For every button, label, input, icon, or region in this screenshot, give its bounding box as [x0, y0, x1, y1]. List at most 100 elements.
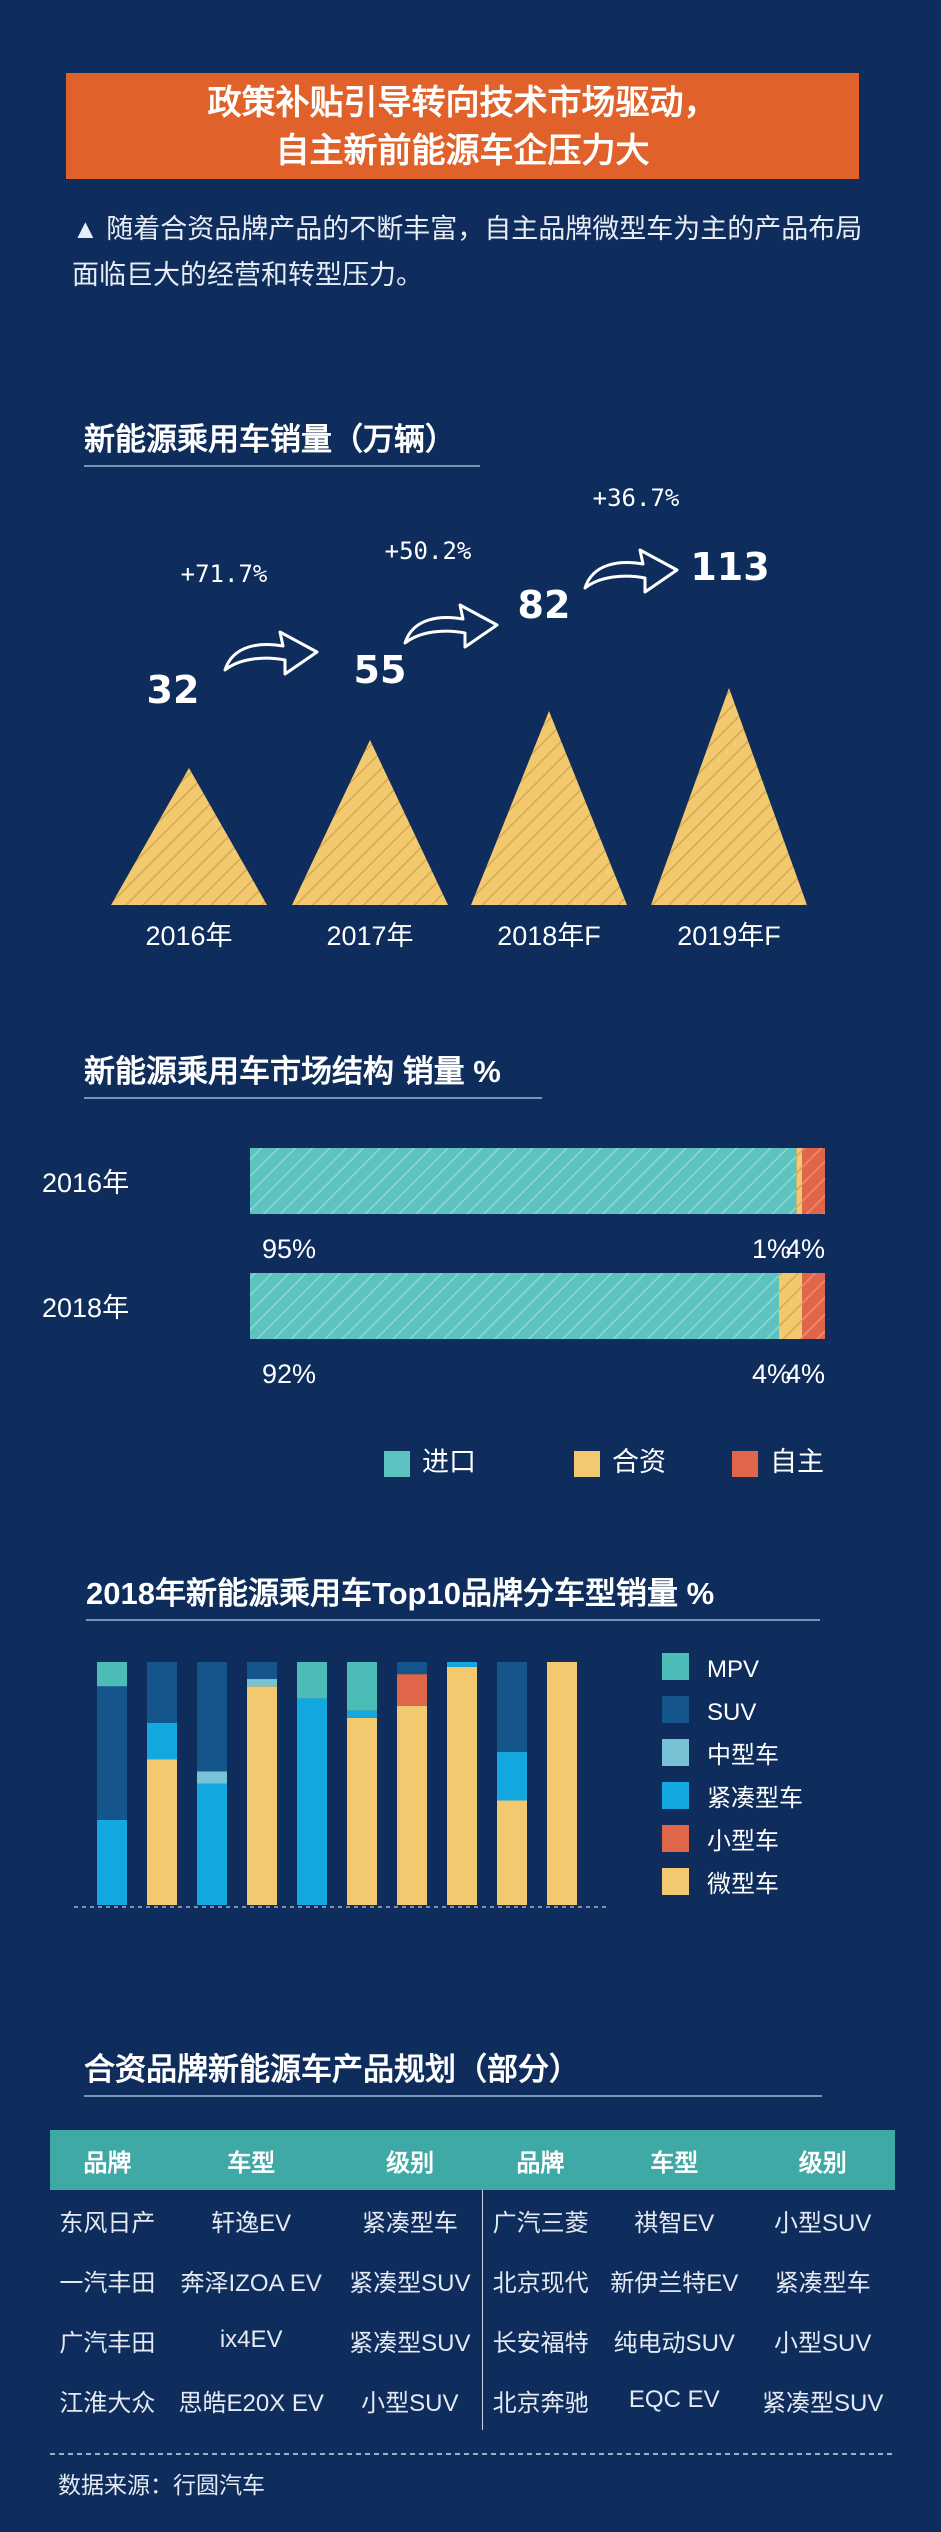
top10-legend-label: 中型车	[707, 1742, 779, 1769]
table-cell: 紧凑型SUV	[337, 2250, 484, 2310]
legend-jv-label: 合资	[612, 1447, 666, 1477]
table-header-row: 品牌 车型 级别 品牌 车型 级别	[50, 2130, 895, 2190]
top10-bar-segment	[447, 1666, 477, 1905]
legend-import-swatch	[384, 1450, 410, 1477]
structure-year-label: 2016年	[42, 1168, 129, 1198]
table-cell: 江淮大众	[59, 2389, 156, 2417]
top10-legend-label: MPV	[707, 1656, 759, 1683]
sales-category-label: 2019年F	[677, 921, 781, 951]
top10-legend-swatch	[662, 1825, 689, 1852]
top10-bar-segment	[97, 1686, 127, 1820]
top10-bar-segment	[97, 1662, 127, 1687]
table-cell: 轩逸EV	[211, 2209, 292, 2237]
growth-label: +71.7%	[181, 560, 268, 588]
table-cell: 祺智EV	[634, 2209, 715, 2237]
legend-domestic-swatch	[732, 1450, 758, 1477]
top10-bar-segment	[297, 1698, 327, 1905]
legend-jv: 合资	[574, 1440, 666, 1479]
table-cell: EQC EV	[628, 2386, 720, 2413]
top10-bar-segment	[347, 1710, 377, 1718]
top10-legend-swatch	[662, 1653, 689, 1680]
top10-bar-segment	[347, 1717, 377, 1905]
sales-value-label: 82	[518, 583, 571, 627]
header-brand-2: 品牌	[482, 2130, 599, 2190]
sales-value-label: 55	[354, 648, 407, 692]
top10-bar-segment	[347, 1662, 377, 1711]
table-cell: 广汽三菱	[492, 2209, 589, 2237]
top10-bar-segment	[497, 1662, 527, 1752]
bar-domestic	[802, 1273, 825, 1339]
table-cell: 广汽丰田	[59, 2329, 156, 2357]
table-cell: 思皓E20X EV	[178, 2389, 324, 2417]
growth-arrow-icon	[223, 630, 319, 676]
sales-category-label: 2017年	[326, 921, 413, 951]
table-cell: 北京现代	[492, 2269, 589, 2297]
top10-chart-title: 2018年新能源乘用车Top10品牌分车型销量 %	[86, 1568, 820, 1621]
legend-jv-swatch	[574, 1450, 600, 1477]
top10-bar-segment	[97, 1819, 127, 1905]
table-cell: 紧凑型车	[774, 2269, 871, 2297]
pct-label-domestic: 4%	[786, 1234, 825, 1264]
structure-chart-title: 新能源乘用车市场结构 销量 %	[84, 1046, 542, 1099]
sales-triangle	[111, 768, 267, 905]
table-cell: 长安福特	[492, 2329, 589, 2357]
table-cell: 东风日产	[59, 2209, 156, 2237]
top10-bar-segment	[297, 1662, 327, 1699]
legend-import-label: 进口	[422, 1447, 476, 1477]
table-cell: 奔泽IZOA EV	[180, 2269, 322, 2297]
table-cell: 紧凑型SUV	[762, 2389, 884, 2417]
legend-domestic: 自主	[732, 1440, 824, 1479]
pct-label-jv: 4%	[752, 1359, 791, 1389]
legend-import: 进口	[384, 1440, 476, 1479]
sales-triangle	[651, 688, 807, 905]
legend-domestic-label: 自主	[770, 1447, 824, 1477]
top10-legend-swatch	[662, 1868, 689, 1895]
table-row: 广汽丰田 ix4EV 紧凑型SUV 长安福特 纯电动SUV 小型SUV	[50, 2310, 895, 2370]
sales-value-label: 113	[690, 545, 769, 589]
top10-bar-segment	[547, 1662, 577, 1905]
top10-legend-label: 小型车	[707, 1828, 779, 1855]
table-title: 合资品牌新能源车产品规划（部分）	[84, 2044, 822, 2097]
table-cell: 一汽丰田	[59, 2269, 156, 2297]
top10-bar-segment	[397, 1674, 427, 1706]
growth-label: +36.7%	[593, 484, 680, 512]
bar-import	[250, 1148, 797, 1214]
top10-bar-segment	[247, 1679, 277, 1687]
growth-arrow-icon	[583, 548, 679, 594]
header-class-2: 级别	[750, 2130, 895, 2190]
bar-jv	[796, 1148, 802, 1214]
table-cell: 小型SUV	[337, 2370, 484, 2430]
table-cell: 小型SUV	[774, 2209, 872, 2237]
pct-label-import: 92%	[262, 1359, 316, 1389]
bar-jv	[779, 1273, 802, 1339]
growth-label: +50.2%	[385, 537, 472, 565]
top10-bar-segment	[197, 1771, 227, 1784]
sales-category-label: 2016年	[145, 921, 232, 951]
sales-triangle	[292, 740, 448, 905]
top10-bar-segment	[397, 1705, 427, 1905]
top10-bar-segment	[447, 1662, 477, 1667]
banner-line-2: 自主新前能源车企压力大	[275, 132, 650, 170]
banner-line-1: 政策补贴引导转向技术市场驱动，	[207, 84, 718, 122]
bar-domestic	[802, 1148, 825, 1214]
top10-bar-segment	[197, 1783, 227, 1905]
table-cell: ix4EV	[219, 2326, 283, 2353]
top10-bar-segment	[397, 1662, 427, 1675]
sales-chart-title: 新能源乘用车销量（万辆）	[84, 414, 480, 467]
top10-legend-label: 微型车	[707, 1871, 779, 1898]
top10-legend-label: 紧凑型车	[707, 1785, 803, 1812]
bar-import	[250, 1273, 779, 1339]
top10-bar-segment	[147, 1662, 177, 1723]
top10-legend-swatch	[662, 1739, 689, 1766]
header-brand: 品牌	[50, 2130, 165, 2190]
table-cell: 纯电动SUV	[613, 2329, 735, 2357]
intro-text: ▲ 随着合资品牌产品的不断丰富，自主品牌微型车为主的产品布局面临巨大的经营和转型…	[72, 214, 863, 290]
pct-label-domestic: 4%	[786, 1359, 825, 1389]
pct-label-import: 95%	[262, 1234, 316, 1264]
title-banner: 政策补贴引导转向技术市场驱动， 自主新前能源车企压力大	[66, 73, 859, 179]
structure-year-label: 2018年	[42, 1293, 129, 1323]
top10-legend-swatch	[662, 1782, 689, 1809]
table-row: 一汽丰田 奔泽IZOA EV 紧凑型SUV 北京现代 新伊兰特EV 紧凑型车	[50, 2250, 895, 2310]
data-source: 数据来源：行圆汽车	[58, 2472, 265, 2498]
